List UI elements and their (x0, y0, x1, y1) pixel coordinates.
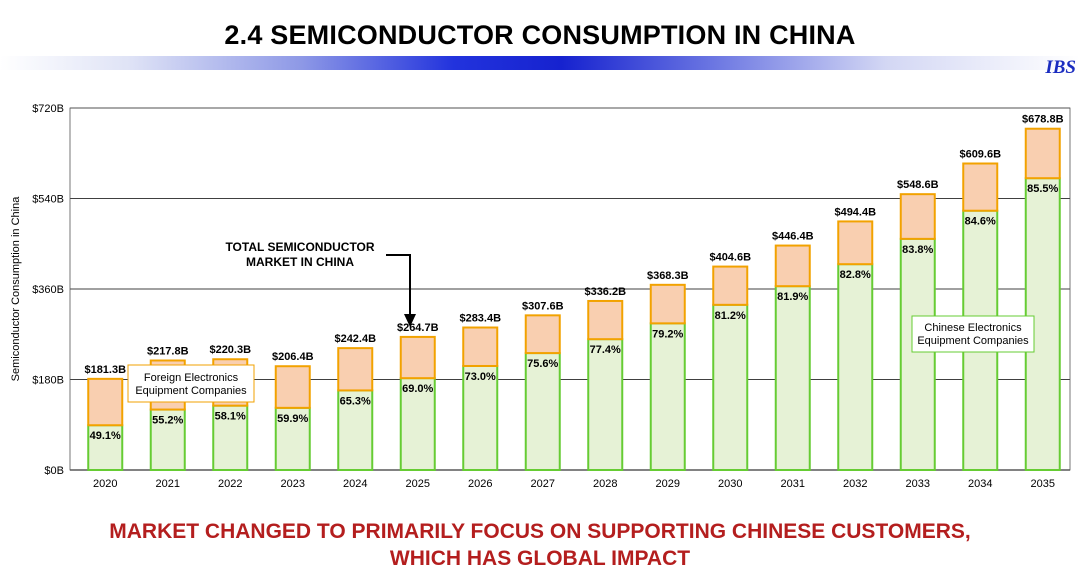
bar-total-label: $283.4B (459, 313, 501, 325)
x-tick-label: 2022 (218, 478, 242, 490)
x-tick-label: 2028 (593, 478, 617, 490)
foreign-legend-box (127, 364, 255, 403)
bar-chinese-segment (399, 377, 436, 472)
y-tick-label: $180B (32, 375, 64, 387)
foreign-legend-line-1: Foreign Electronics (144, 372, 239, 384)
footer-note: MARKET CHANGED TO PRIMARILY FOCUS ON SUP… (0, 518, 1080, 572)
y-tick-label: $540B (32, 194, 64, 206)
bar-chinese-segment (524, 352, 561, 471)
bar-foreign-segment (524, 314, 561, 355)
bar-chinese-segment (274, 406, 311, 472)
plot-frame (69, 107, 1071, 471)
bar-share-label: 84.6% (965, 216, 996, 228)
x-tick-label: 2026 (468, 478, 492, 490)
stacked-bar-chart: $0B $180B $360B $540B $720B Semiconductor Con… (10, 103, 1071, 490)
x-tick-label: 2031 (781, 478, 805, 490)
bar-total-label: $494.4B (834, 206, 876, 218)
x-tick-label: 2035 (1031, 478, 1055, 490)
bar-chinese-segment (337, 389, 374, 472)
bar-chinese-segment (712, 303, 749, 471)
x-tick-label: 2030 (718, 478, 742, 490)
bar-share-label: 82.8% (840, 269, 871, 281)
chinese-legend-box (911, 315, 1035, 353)
bar-foreign-segment (337, 347, 374, 392)
bar-share-label: 75.6% (527, 358, 558, 370)
bar-share-label: 85.5% (1027, 183, 1058, 195)
x-tick-label: 2033 (906, 478, 930, 490)
bar-foreign-segment (587, 299, 624, 341)
bar-total-label: $368.3B (647, 270, 689, 282)
bar-foreign-segment (712, 265, 749, 306)
bar-foreign-segment (899, 193, 936, 240)
bar-foreign-segment (1024, 127, 1061, 180)
x-tick-label: 2020 (93, 478, 117, 490)
bar-foreign-segment (962, 162, 999, 212)
bar-share-label: 65.3% (340, 395, 371, 407)
bar-share-label: 49.1% (90, 430, 121, 442)
x-tick-label: 2025 (406, 478, 430, 490)
bar-foreign-segment (837, 220, 874, 266)
y-tick-label: $0B (44, 465, 64, 477)
bar-total-label: $220.3B (209, 344, 251, 356)
bar-foreign-segment (399, 335, 436, 380)
x-tick-label: 2021 (156, 478, 180, 490)
bar-total-label: $217.8B (147, 345, 189, 357)
bar-foreign-segment (649, 283, 686, 325)
title-gradient-band (0, 56, 1080, 70)
bar-foreign-segment (87, 377, 124, 427)
bar-share-label: 55.2% (152, 415, 183, 427)
bar-total-label: $609.6B (959, 149, 1001, 161)
bar-total-label: $446.4B (772, 231, 814, 243)
y-axis-title: Semiconductor Consumption in China (10, 196, 22, 382)
x-tick-label: 2024 (343, 478, 367, 490)
chinese-legend-line-1: Chinese Electronics (924, 322, 1022, 334)
bar-share-label: 83.8% (902, 244, 933, 256)
bar-share-label: 69.0% (402, 383, 433, 395)
foreign-legend-line-2: Equipment Companies (135, 385, 247, 397)
bar-total-label: $181.3B (84, 364, 126, 376)
bar-total-label: $206.4B (272, 351, 314, 363)
bar-share-label: 79.2% (652, 328, 683, 340)
bar-chinese-segment (899, 237, 936, 471)
bar-total-label: $336.2B (584, 286, 626, 298)
bar-foreign-segment (274, 365, 311, 409)
bar-share-label: 81.2% (715, 310, 746, 322)
bar-total-label: $678.8B (1022, 114, 1064, 126)
x-tick-label: 2034 (968, 478, 992, 490)
bar-chinese-segment (149, 408, 186, 472)
bar-chinese-segment (837, 263, 874, 471)
bar-share-label: 73.0% (465, 371, 496, 383)
y-tick-label: $360B (32, 284, 64, 296)
chinese-legend-line-2: Equipment Companies (917, 335, 1029, 347)
market-callout-arrow-line (386, 254, 411, 318)
x-tick-label: 2032 (843, 478, 867, 490)
bar-total-label: $242.4B (334, 333, 376, 345)
market-callout-line-2: MARKET IN CHINA (246, 255, 354, 269)
bar-chinese-segment (774, 285, 811, 472)
bar-foreign-segment (774, 244, 811, 288)
market-callout-line-1: TOTAL SEMICONDUCTOR (225, 240, 374, 254)
bar-total-label: $307.6B (522, 300, 564, 312)
bar-total-label: $404.6B (709, 252, 751, 264)
bar-total-label: $264.7B (397, 322, 439, 334)
bar-foreign-segment (462, 326, 499, 367)
x-tick-label: 2027 (531, 478, 555, 490)
brand-logo: IBS (1045, 57, 1076, 78)
bar-chinese-segment (587, 338, 624, 471)
bar-share-label: 77.4% (590, 344, 621, 356)
bar-share-label: 81.9% (777, 291, 808, 303)
bar-chinese-segment (649, 322, 686, 471)
bar-share-label: 58.1% (215, 411, 246, 423)
footer-line-1: MARKET CHANGED TO PRIMARILY FOCUS ON SUP… (109, 520, 971, 543)
bar-total-label: $548.6B (897, 179, 939, 191)
footer-line-2: WHICH HAS GLOBAL IMPACT (389, 547, 691, 570)
y-tick-label: $720B (32, 103, 64, 115)
market-callout-arrowhead (404, 314, 416, 327)
x-tick-label: 2029 (656, 478, 680, 490)
slide-title: 2.4 SEMICONDUCTOR CONSUMPTION IN CHINA (224, 20, 856, 50)
bar-share-label: 59.9% (277, 413, 308, 425)
x-tick-label: 2023 (281, 478, 305, 490)
